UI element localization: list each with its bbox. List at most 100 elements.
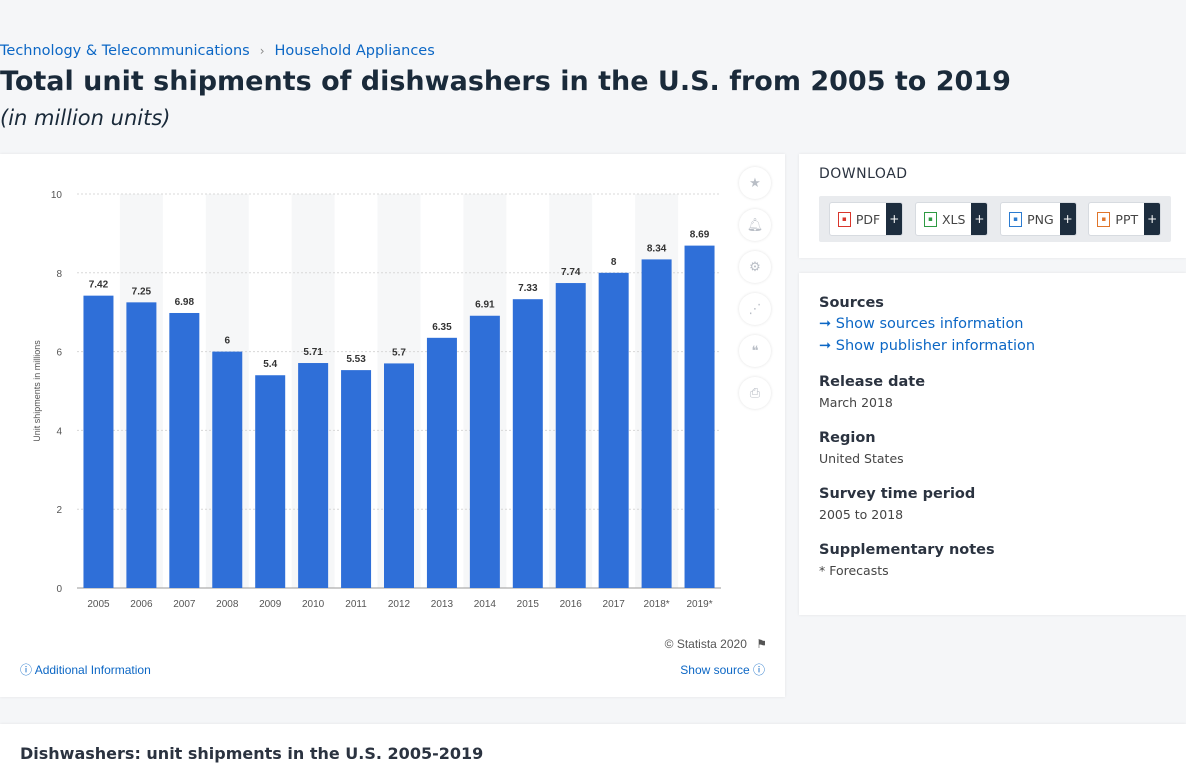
breadcrumb: Technology & Telecommunications › Househ… — [0, 43, 435, 59]
x-tick-label: 2013 — [431, 599, 454, 610]
copyright-label: © Statista 2020 ⚑ — [665, 637, 767, 651]
x-tick-label: 2018* — [644, 599, 670, 610]
y-tick-label: 10 — [51, 190, 63, 201]
additional-information-link[interactable]: ⓘ Additional Information — [20, 661, 151, 678]
download-png-button[interactable]: ▪ PNG + — [1000, 202, 1077, 236]
breadcrumb-item-household[interactable]: Household Appliances — [274, 43, 435, 59]
bar-value-label: 7.42 — [89, 280, 109, 291]
xls-file-icon: ▪ — [923, 211, 937, 227]
bar[interactable] — [684, 245, 715, 588]
quote-icon[interactable]: ❝ — [739, 335, 771, 367]
plus-icon[interactable]: + — [886, 203, 903, 235]
bar-value-label: 5.4 — [263, 359, 277, 370]
plus-icon[interactable]: + — [971, 203, 988, 235]
bar[interactable] — [126, 302, 157, 588]
page-title: Total unit shipments of dishwashers in t… — [0, 66, 1011, 97]
gear-icon[interactable]: ⚙ — [739, 251, 771, 283]
info-icon: ⓘ — [752, 663, 765, 677]
download-xls-button[interactable]: ▪ XLS + — [914, 202, 989, 236]
x-tick-label: 2015 — [517, 599, 540, 610]
bell-icon[interactable]: 🔔︎ — [739, 209, 771, 241]
survey-period-value: 2005 to 2018 — [819, 507, 904, 522]
arrow-right-icon: ➞ — [819, 316, 832, 332]
download-png-label: PNG — [1027, 211, 1054, 227]
region-heading: Region — [819, 430, 876, 446]
y-axis-label: Unit shipments in millions — [32, 340, 42, 442]
copyright-text: © Statista 2020 — [664, 637, 747, 651]
supplementary-notes-value: * Forecasts — [819, 563, 889, 578]
chart-card: 0 2 4 6 8 10 Unit shipments in millions 7.42 200… — [0, 154, 785, 697]
download-pdf-label: PDF — [855, 211, 881, 227]
show-publisher-link[interactable]: ➞ Show publisher information — [819, 338, 1166, 354]
show-publisher-label: Show publisher information — [835, 338, 1036, 354]
x-tick-label: 2007 — [173, 599, 196, 610]
star-icon[interactable]: ★ — [739, 167, 771, 199]
plus-icon[interactable]: + — [1059, 203, 1076, 235]
breadcrumb-item-technology[interactable]: Technology & Telecommunications — [0, 43, 250, 59]
y-tick-label: 0 — [56, 584, 62, 595]
show-sources-label: Show sources information — [835, 316, 1024, 332]
bar-value-label: 7.74 — [561, 267, 581, 278]
supplementary-notes-heading: Supplementary notes — [819, 542, 995, 558]
region-value: United States — [819, 451, 904, 466]
additional-information-label: Additional Information — [34, 663, 151, 677]
bar-value-label: 6.91 — [475, 300, 495, 311]
download-ppt-button[interactable]: ▪ PPT + — [1088, 202, 1162, 236]
bar-value-label: 8.34 — [647, 243, 667, 254]
ppt-file-icon: ▪ — [1097, 211, 1111, 227]
chart-toolbar: ★ 🔔︎ ⚙ ⋰ ❝ ⎙ — [739, 167, 771, 419]
y-tick-label: 8 — [56, 269, 62, 280]
bar[interactable] — [512, 299, 543, 588]
bar[interactable] — [555, 283, 586, 588]
y-tick-label: 4 — [56, 426, 62, 437]
bar[interactable] — [83, 295, 114, 588]
y-tick-label: 2 — [56, 505, 62, 516]
bar[interactable] — [255, 375, 286, 588]
bar-value-label: 8.69 — [690, 230, 710, 241]
bar-value-label: 6.98 — [175, 297, 195, 308]
pdf-file-icon: ▪ — [837, 211, 851, 227]
show-sources-link[interactable]: ➞ Show sources information — [819, 316, 1166, 332]
page-subtitle: (in million units) — [0, 106, 171, 130]
bar[interactable] — [641, 259, 672, 588]
x-tick-label: 2006 — [130, 599, 153, 610]
related-card: Dishwashers: unit shipments in the U.S. … — [0, 724, 1186, 784]
sources-heading: Sources — [819, 295, 884, 311]
download-card: DOWNLOAD ▪ PDF + ▪ XLS + ▪ PNG + ▪ PPT + — [799, 154, 1186, 258]
bar[interactable] — [212, 351, 243, 588]
bar[interactable] — [384, 363, 414, 588]
show-source-link[interactable]: Show source ⓘ — [680, 661, 765, 678]
download-ppt-label: PPT — [1115, 211, 1139, 227]
x-tick-label: 2009 — [259, 599, 282, 610]
plus-icon[interactable]: + — [1144, 203, 1161, 235]
bar[interactable] — [169, 312, 200, 588]
info-icon: ⓘ — [20, 663, 33, 677]
breadcrumb-separator: › — [259, 44, 265, 58]
bar-value-label: 5.53 — [346, 354, 366, 365]
bar[interactable] — [341, 370, 372, 588]
y-tick-label: 6 — [56, 348, 62, 359]
bar-value-label: 5.7 — [392, 347, 406, 358]
x-tick-label: 2019* — [686, 599, 712, 610]
bar[interactable] — [469, 315, 500, 588]
arrow-right-icon: ➞ — [819, 338, 832, 354]
x-tick-label: 2010 — [302, 599, 325, 610]
survey-period-heading: Survey time period — [819, 486, 976, 502]
bar[interactable] — [598, 272, 629, 588]
share-icon[interactable]: ⋰ — [739, 293, 771, 325]
x-tick-label: 2017 — [603, 599, 626, 610]
bar[interactable] — [426, 337, 457, 588]
flag-icon[interactable]: ⚑ — [756, 637, 767, 651]
download-title: DOWNLOAD — [819, 166, 908, 182]
print-icon[interactable]: ⎙ — [739, 377, 771, 409]
bar[interactable] — [298, 363, 329, 588]
bar-value-label: 6 — [224, 336, 230, 347]
bar-value-label: 5.71 — [303, 347, 323, 358]
x-tick-label: 2005 — [87, 599, 110, 610]
info-card: Sources ➞ Show sources information ➞ Sho… — [799, 273, 1186, 615]
download-buttons: ▪ PDF + ▪ XLS + ▪ PNG + ▪ PPT + — [819, 196, 1171, 242]
bar-value-label: 7.33 — [518, 283, 538, 294]
x-tick-label: 2008 — [216, 599, 239, 610]
x-tick-label: 2014 — [474, 599, 497, 610]
download-pdf-button[interactable]: ▪ PDF + — [828, 202, 904, 236]
